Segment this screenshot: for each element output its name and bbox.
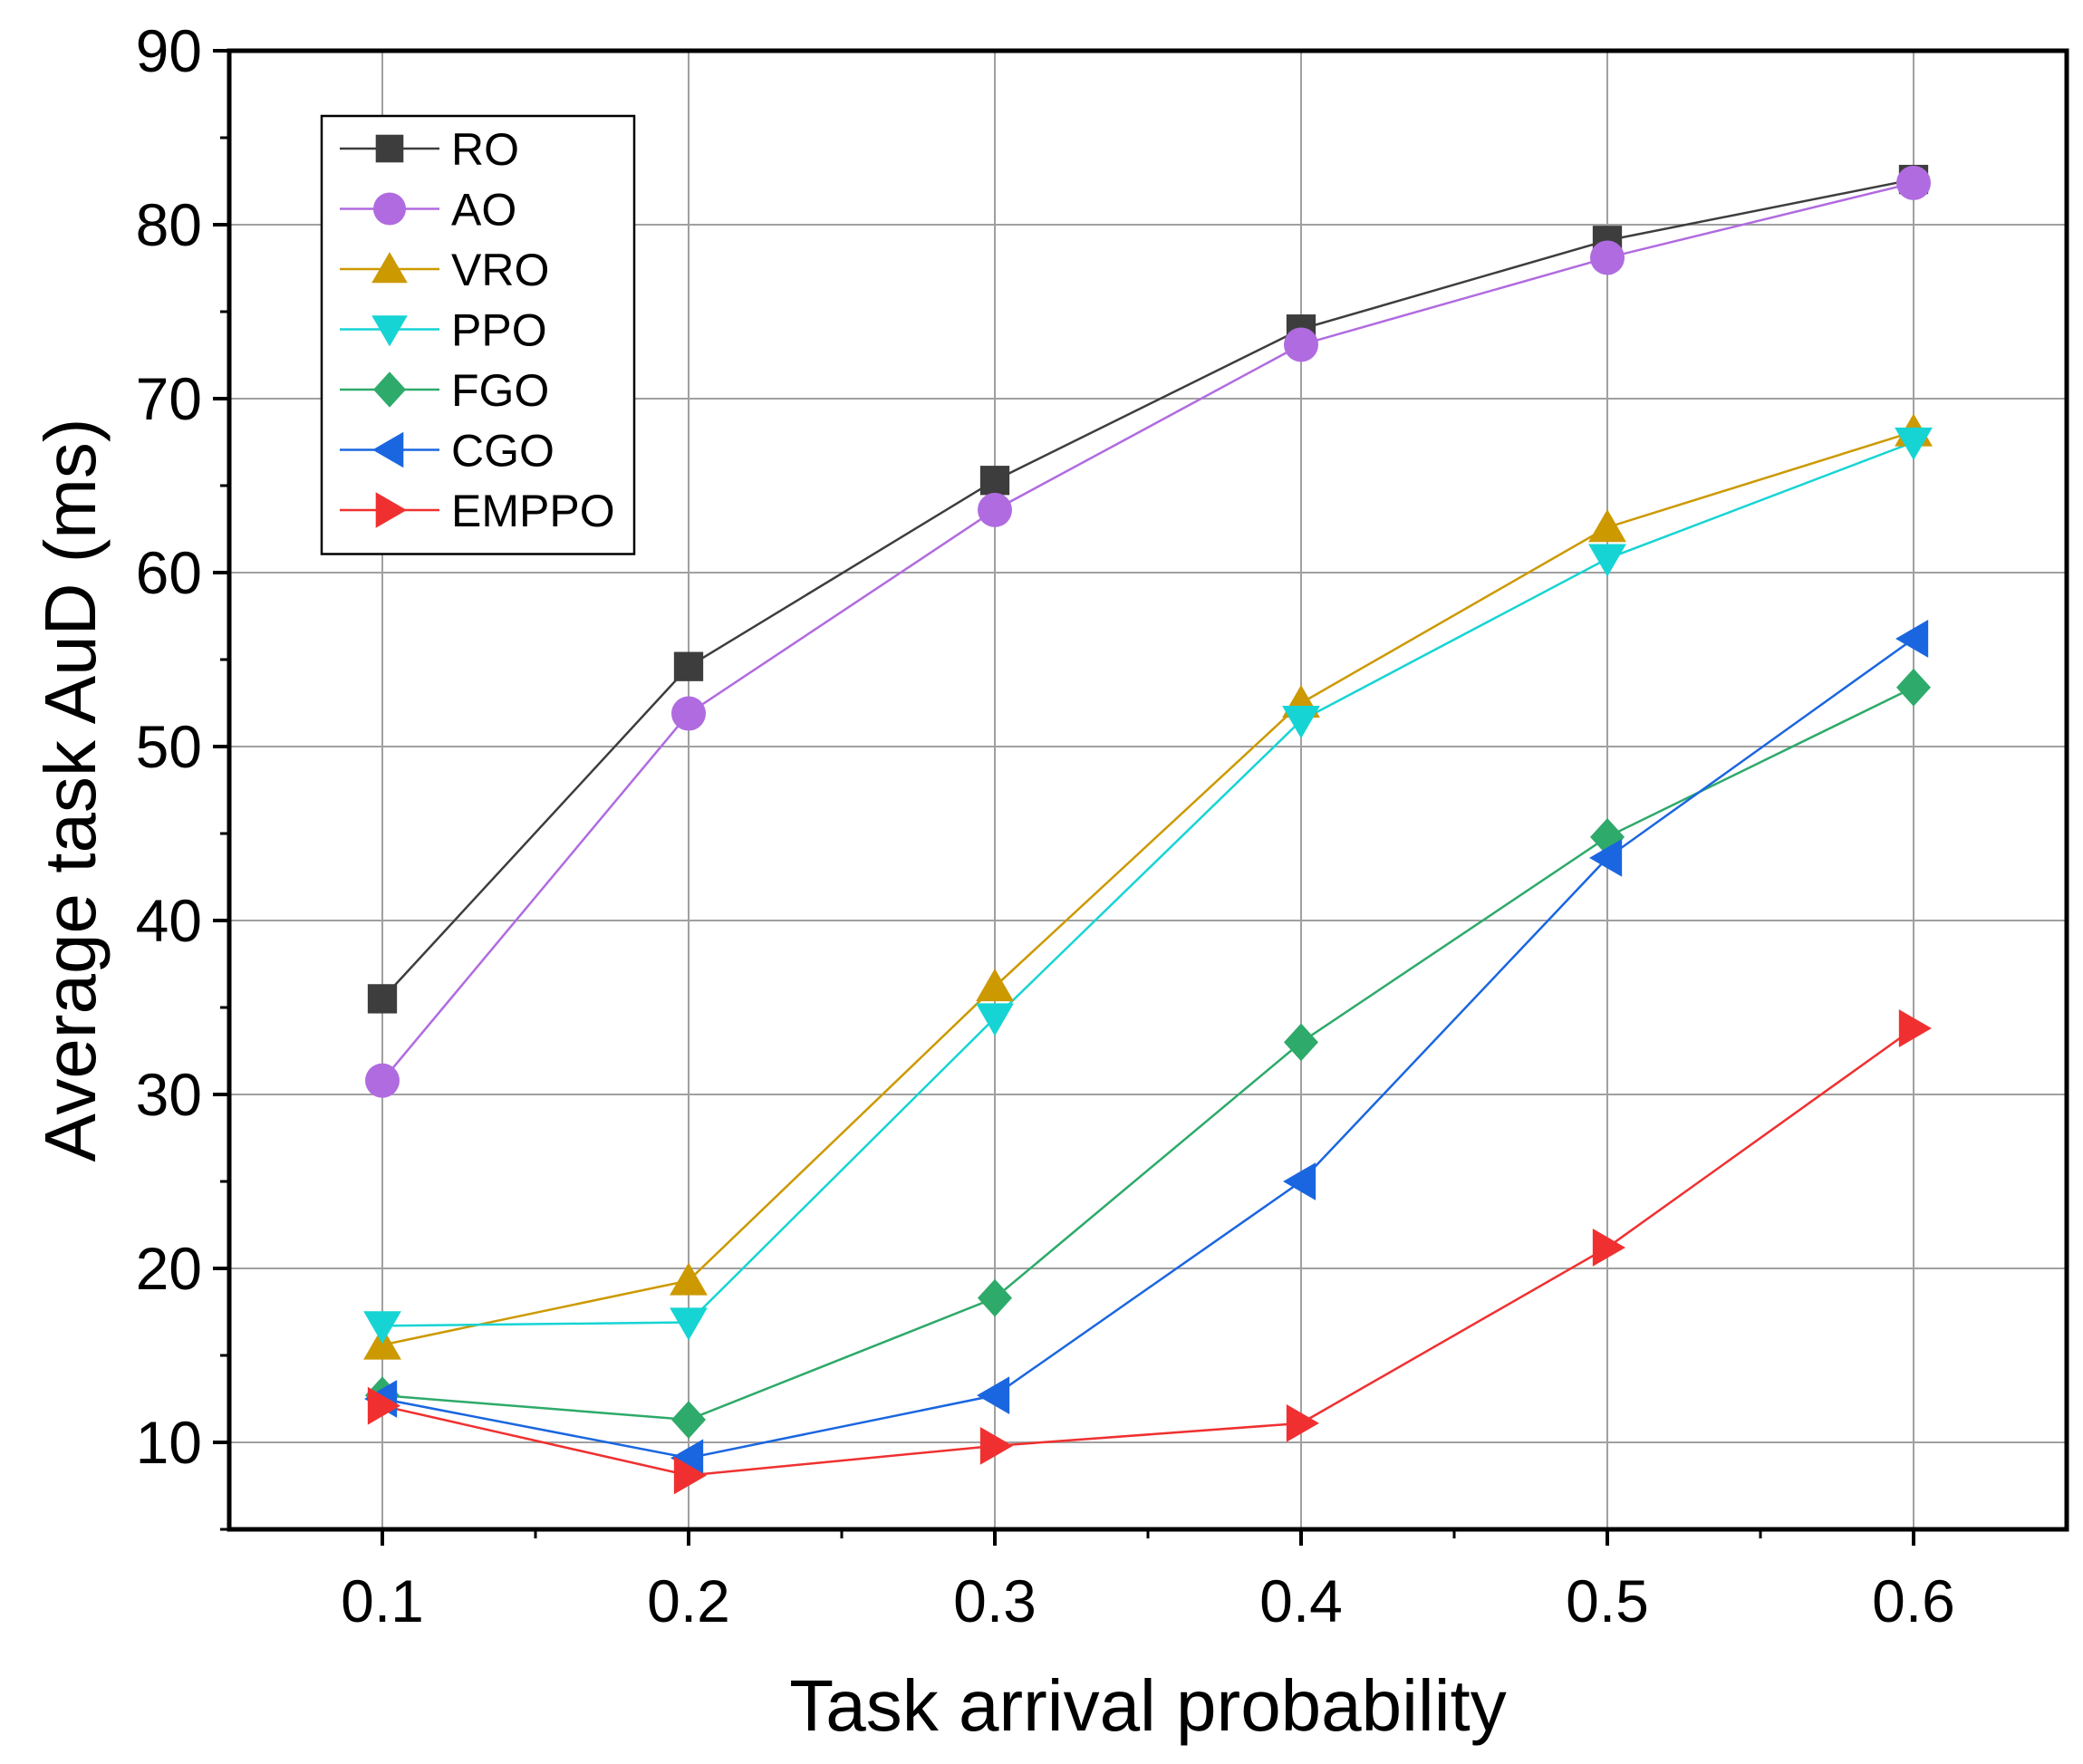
data-point-ppo: [1282, 706, 1320, 739]
x-tick-label: 0.4: [1259, 1567, 1343, 1634]
data-point-cgo: [670, 1439, 704, 1478]
legend-label-emppo: EMPPO: [451, 486, 615, 536]
data-point-emppo: [1286, 1403, 1319, 1442]
data-point-ao: [978, 492, 1012, 527]
legend: RO AO VRO PPO FGO CGO EMPPO: [320, 114, 636, 555]
x-tick-label: 0.6: [1872, 1567, 1955, 1634]
series-lines: [381, 178, 1914, 1477]
legend-marker-cgo: [372, 431, 404, 468]
data-point-fgo: [978, 1278, 1012, 1317]
data-point-ao: [1896, 165, 1931, 200]
x-tick-label: 0.5: [1566, 1567, 1649, 1634]
y-tick-label: 30: [136, 1061, 202, 1128]
data-point-fgo: [1284, 1023, 1318, 1062]
series-line-ao: [381, 181, 1914, 1082]
y-axis-title: Average task AuD (ms): [30, 418, 111, 1162]
y-tick-label: 60: [136, 539, 202, 606]
axis-ticks: [213, 49, 1915, 1546]
data-point-vro: [976, 969, 1014, 1002]
data-point-emppo: [979, 1426, 1013, 1465]
y-tick-label: 40: [136, 887, 202, 954]
legend-label-ao: AO: [451, 185, 516, 236]
y-tick-label: 10: [136, 1409, 202, 1476]
data-point-vro: [1588, 509, 1626, 543]
series-line-ro: [381, 178, 1914, 1000]
x-tick-label: 0.3: [953, 1567, 1037, 1634]
series-markers: [363, 164, 1933, 1495]
series-line-vro: [381, 430, 1914, 1346]
y-tick-label: 20: [136, 1235, 202, 1302]
data-point-cgo: [1895, 620, 1929, 658]
y-tick-label: 70: [136, 365, 202, 432]
data-point-ro: [979, 466, 1010, 496]
data-point-emppo: [1898, 1009, 1932, 1047]
x-axis-title: Task arrival probability: [789, 1665, 1506, 1746]
y-tick-label: 80: [136, 191, 202, 258]
data-point-ao: [671, 696, 706, 731]
data-point-emppo: [367, 1386, 400, 1425]
series-line-ppo: [381, 440, 1914, 1327]
y-tick-label: 90: [136, 17, 202, 84]
legend-marker-vro: [371, 252, 408, 284]
data-point-vro: [670, 1262, 708, 1296]
data-point-ao: [365, 1063, 400, 1098]
x-tick-label: 0.1: [341, 1567, 424, 1634]
data-point-ppo: [363, 1311, 401, 1345]
legend-label-fgo: FGO: [451, 365, 549, 416]
legend-box: [320, 114, 636, 555]
data-point-cgo: [1283, 1162, 1316, 1200]
legend-label-ro: RO: [451, 124, 519, 175]
data-point-cgo: [977, 1376, 1010, 1415]
data-point-ro: [367, 984, 398, 1014]
data-point-ao: [1590, 240, 1625, 275]
data-point-ppo: [670, 1307, 708, 1341]
x-tick-label: 0.2: [647, 1567, 730, 1634]
data-point-ppo: [1895, 427, 1933, 460]
legend-label-vro: VRO: [451, 245, 549, 295]
legend-marker-emppo: [375, 492, 407, 528]
data-point-emppo: [673, 1456, 707, 1495]
series-line-fgo: [381, 686, 1914, 1422]
legend-marker-ao: [373, 192, 406, 226]
data-point-fgo: [671, 1401, 706, 1439]
data-point-ppo: [1588, 544, 1626, 577]
data-point-ro: [673, 651, 704, 681]
legend-label-cgo: CGO: [451, 426, 555, 477]
data-point-ppo: [976, 1003, 1014, 1036]
legend-marker-ppo: [371, 315, 408, 347]
data-point-cgo: [1589, 838, 1623, 877]
data-point-emppo: [1592, 1229, 1625, 1267]
data-point-ao: [1284, 327, 1318, 362]
tick-labels: 0.1 0.2 0.3 0.4 0.5 0.6 10 20 30 40 50 60 70 80 90: [136, 17, 1955, 1634]
legend-label-ppo: PPO: [451, 305, 547, 356]
series-line-cgo: [381, 637, 1914, 1460]
legend-marker-ro: [375, 134, 404, 163]
series-line-emppo: [381, 1027, 1914, 1477]
y-tick-label: 50: [136, 713, 202, 780]
legend-marker-fgo: [373, 371, 406, 408]
grid-lines: [229, 51, 2067, 1529]
data-point-fgo: [1896, 668, 1931, 707]
